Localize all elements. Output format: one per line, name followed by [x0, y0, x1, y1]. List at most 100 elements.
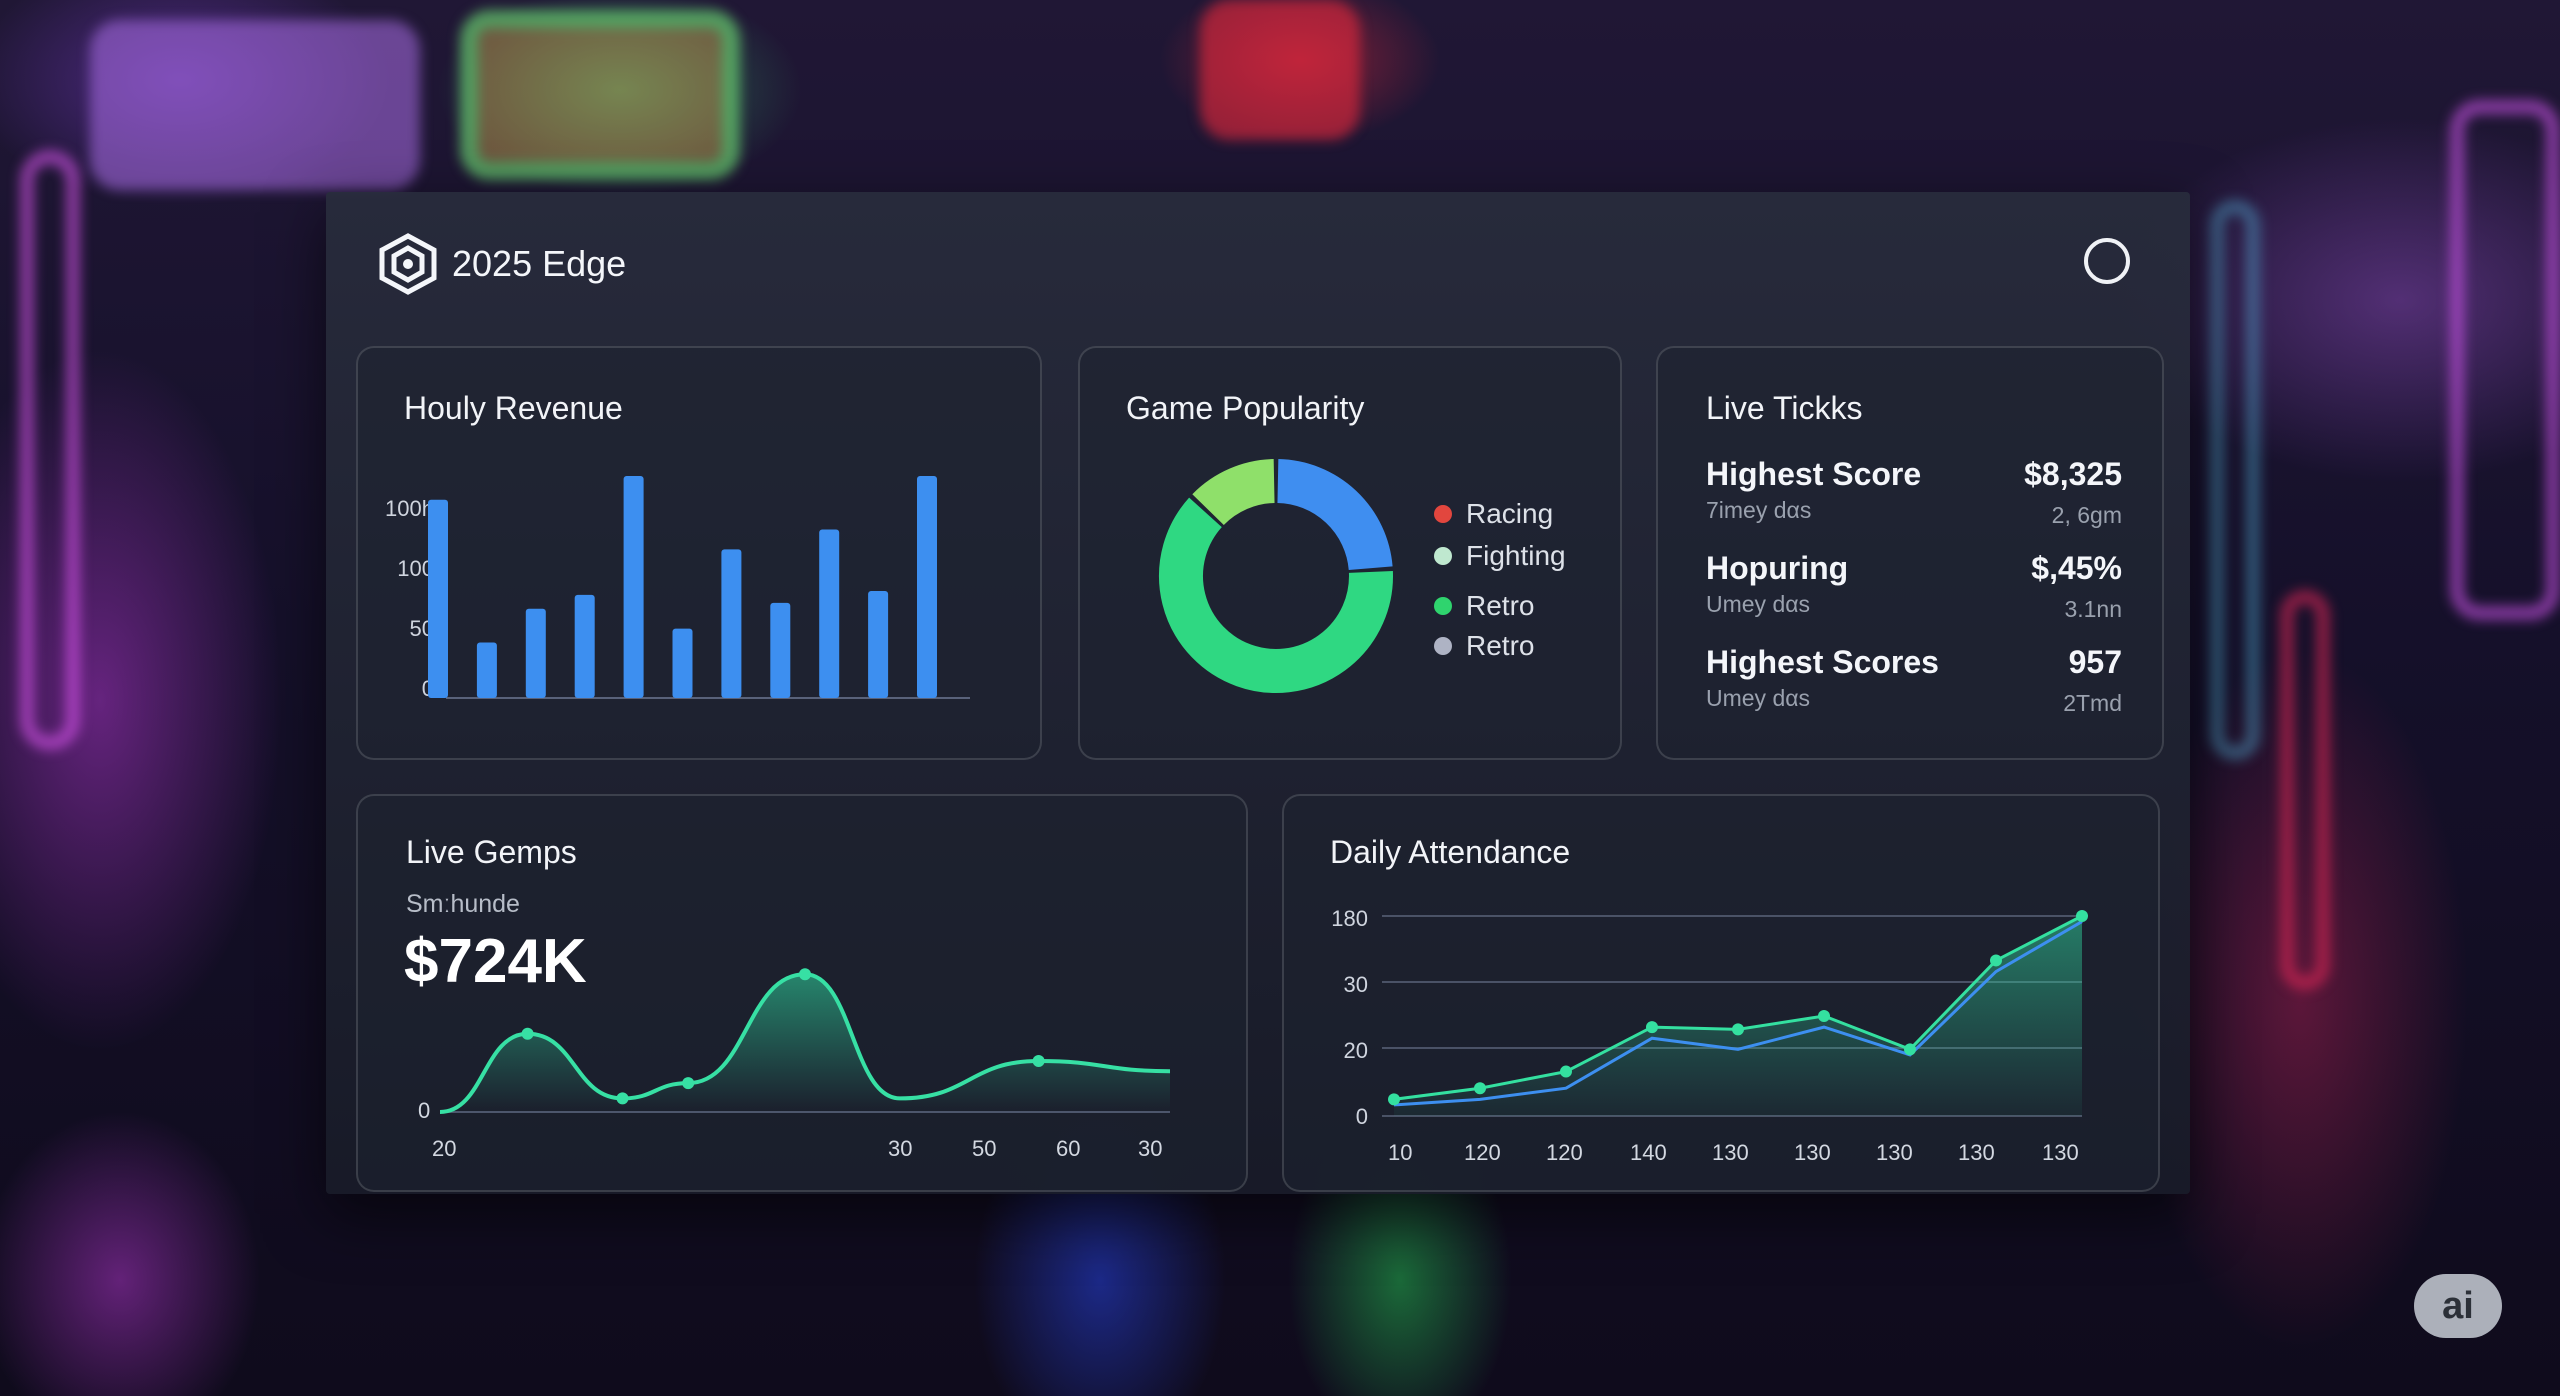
hourly-revenue-bar-chart	[428, 476, 970, 699]
data-point	[1732, 1023, 1744, 1036]
tick-value: $,45%	[2031, 550, 2122, 586]
app-title: 2025 Edge	[452, 243, 627, 284]
area-fill	[440, 974, 1170, 1112]
tick-subvalue: 3.1nn	[2064, 596, 2122, 622]
tick-name: Highest Score	[1706, 456, 1922, 492]
y-tick-label: 20	[1343, 1038, 1368, 1063]
x-tick-label: 50	[972, 1136, 997, 1161]
legend-item: Retro	[1434, 630, 1534, 662]
brand: 2025 Edge	[378, 232, 626, 296]
x-tick-label: 30	[1138, 1136, 1163, 1161]
bar	[525, 608, 546, 698]
x-tick-label: 130	[1794, 1140, 1831, 1165]
tick-name: Hopuring	[1706, 550, 1849, 586]
data-point	[1904, 1043, 1916, 1056]
legend-dot	[1434, 505, 1452, 523]
card-title: Live Tickks	[1706, 390, 1863, 426]
legend-dot	[1434, 597, 1452, 615]
tick-name: Highest Scores	[1706, 644, 1939, 680]
x-tick-label: 120	[1464, 1140, 1501, 1165]
hourly-revenue-card: Houly Revenue 100h 100 50 0	[356, 346, 1042, 760]
x-tick-label: 10	[1388, 1140, 1413, 1165]
dashboard-panel: 2025 Edge Houly Revenue 100h 100 50 0 Ga…	[326, 192, 2190, 1194]
legend-label: Retro	[1466, 590, 1535, 621]
y-tick-label: 100	[397, 556, 434, 581]
legend-dot	[1434, 547, 1452, 565]
tick-value: 957	[2068, 644, 2122, 680]
card-subtitle: Smːhunde	[406, 890, 520, 918]
legend-item: Retro	[1434, 590, 1534, 622]
live-ticks-card: Live Tickks Highest Score $8,325 7imey d…	[1656, 346, 2164, 760]
bar	[819, 529, 840, 698]
card-title: Live Gemps	[406, 834, 577, 870]
data-point	[1646, 1021, 1658, 1034]
x-tick-label: 130	[1958, 1140, 1995, 1165]
data-point	[616, 1092, 629, 1105]
donut-slice	[1276, 459, 1393, 571]
hexagon-logo-icon	[379, 233, 437, 295]
data-point	[682, 1077, 695, 1090]
x-tick-label: 140	[1630, 1140, 1667, 1165]
card-title: Daily Attendance	[1330, 834, 1571, 870]
donut-slice	[1192, 459, 1276, 526]
donut-slice	[1159, 497, 1393, 693]
x-tick-label: 130	[2042, 1140, 2079, 1165]
tick-sub: Umey dαs	[1706, 685, 1811, 711]
y-tick-label: 0	[418, 1098, 431, 1123]
legend-dot	[1434, 637, 1452, 655]
legend-label: Fighting	[1466, 540, 1566, 571]
data-point	[1990, 954, 2002, 967]
bar	[623, 476, 644, 698]
tick-row: Highest Score $8,325 7imey dαs 2, 6ɡm	[1706, 456, 2122, 528]
card-title: Houly Revenue	[404, 390, 623, 426]
data-point	[521, 1027, 534, 1040]
x-tick-label: 130	[1876, 1140, 1913, 1165]
x-tick-label: 30	[888, 1136, 913, 1161]
data-point	[1474, 1082, 1486, 1095]
x-tick-label: 130	[1712, 1140, 1749, 1165]
y-tick-label: 30	[1343, 972, 1368, 997]
ai-badge[interactable]: ai	[2414, 1274, 2502, 1338]
data-point	[2076, 910, 2088, 922]
bar	[917, 476, 937, 698]
data-point	[799, 968, 811, 981]
live-gemps-area-chart	[439, 968, 1171, 1114]
profile-circle-icon[interactable]	[2084, 238, 2130, 284]
big-value: $724K	[404, 927, 587, 996]
game-popularity-card: Game Popularity Racing Fighting Retro Re…	[1078, 346, 1622, 760]
y-tick-label: 0	[1355, 1104, 1368, 1129]
legend-label: Racing	[1466, 498, 1554, 529]
tick-row: Highest Scores 957 Umey dαs 2Tmd	[1706, 644, 2122, 716]
x-tick-label: 120	[1546, 1140, 1583, 1165]
legend-item: Racing	[1434, 498, 1553, 530]
legend-item: Fighting	[1434, 540, 1566, 572]
tick-sub: 7imey dαs	[1706, 497, 1812, 523]
bar	[428, 499, 448, 698]
bar	[574, 594, 595, 698]
tick-subvalue: 2, 6ɡm	[2051, 502, 2122, 528]
bar	[770, 602, 791, 698]
bar	[868, 590, 889, 698]
tick-sub: Umey dαs	[1706, 591, 1811, 617]
bar	[721, 549, 742, 698]
data-point	[1032, 1055, 1045, 1067]
live-gemps-card: Live Gemps Smːhunde $724K 0 20 30 50 60 …	[356, 794, 1248, 1192]
data-point	[1560, 1065, 1572, 1078]
legend-label: Retro	[1466, 630, 1535, 661]
data-point	[1818, 1010, 1830, 1022]
bar	[672, 628, 693, 698]
line-area-fill	[1394, 916, 2082, 1116]
bar	[476, 642, 497, 698]
card-title: Game Popularity	[1126, 390, 1365, 426]
y-tick-label: 180	[1331, 906, 1368, 931]
tick-value: $8,325	[2024, 456, 2122, 492]
x-tick-label: 20	[432, 1136, 457, 1161]
tick-subvalue: 2Tmd	[2063, 690, 2122, 716]
x-tick-label: 60	[1056, 1136, 1081, 1161]
daily-attendance-card: Daily Attendance 180 30 20 0 10 120 120 …	[1282, 794, 2160, 1192]
data-point	[1388, 1093, 1400, 1106]
area-line	[439, 972, 1171, 1114]
tick-row: Hopuring $,45% Umey dαs 3.1nn	[1706, 550, 2122, 622]
y-tick-label: 100h	[385, 496, 434, 521]
daily-attendance-line-chart	[1382, 910, 2088, 1117]
